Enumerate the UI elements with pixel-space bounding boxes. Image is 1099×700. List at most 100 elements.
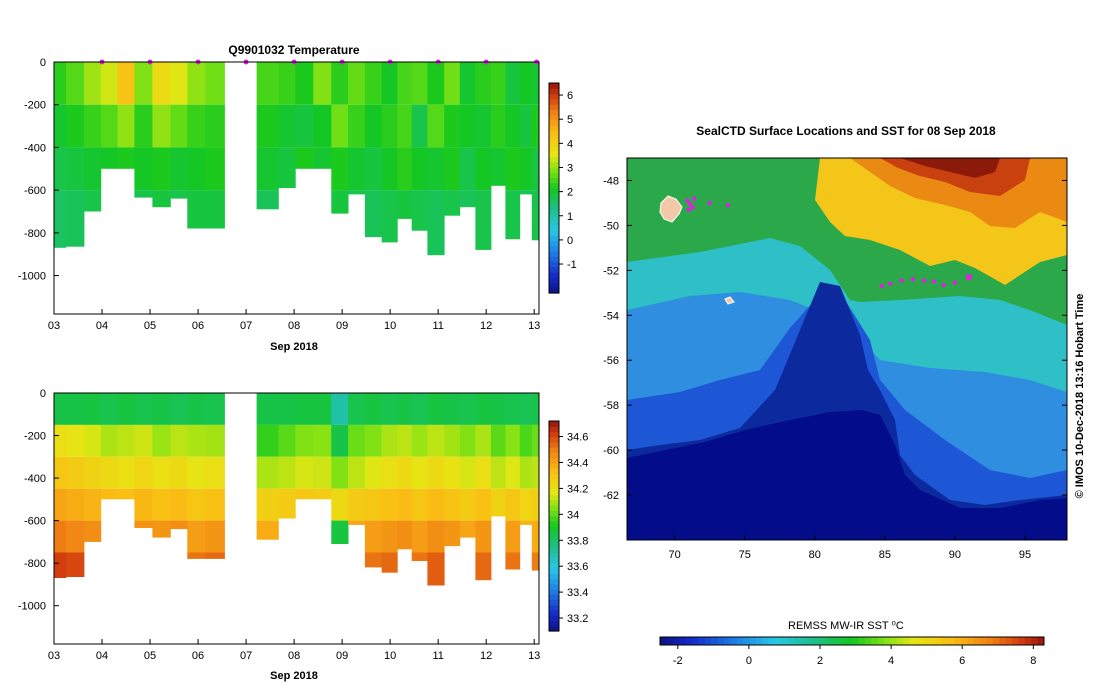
section-cell — [84, 488, 102, 521]
section-cell — [411, 190, 428, 231]
section-cell — [187, 552, 206, 559]
colorbar-swatch — [549, 240, 559, 247]
map-colorbar-tick-label: -2 — [673, 655, 683, 667]
colorbar-swatch — [549, 209, 559, 215]
section-cell — [256, 424, 279, 457]
section-cell — [459, 393, 476, 425]
colorbar-swatch — [549, 266, 559, 273]
map-title: SealCTD Surface Locations and SST for 08… — [696, 124, 996, 138]
colorbar-swatch — [549, 531, 559, 538]
section-cell — [134, 488, 153, 521]
section-cell — [411, 424, 428, 457]
section-cell — [187, 190, 206, 229]
section-cell — [331, 190, 349, 214]
map-frame — [626, 157, 1068, 541]
colorbar-frame — [548, 420, 560, 632]
seal-location-marker — [888, 281, 893, 286]
section-cell — [505, 393, 521, 425]
map-colorbar-swatch — [781, 637, 789, 645]
map-colorbar-swatch — [858, 637, 866, 645]
section-cell — [364, 393, 383, 425]
section-cell — [381, 62, 398, 105]
section-cell — [444, 488, 461, 521]
seal-surface-locations — [685, 196, 973, 289]
seal-location-marker — [899, 278, 904, 283]
sst-map-panel: SealCTD Surface Locations and SST for 08… — [603, 124, 1086, 667]
colorbar-swatch — [549, 182, 559, 189]
section-cell — [313, 393, 332, 425]
section-cell — [519, 104, 533, 148]
map-colorbar-swatch — [1012, 637, 1019, 645]
colorbar-swatch — [549, 589, 559, 595]
section-cell — [397, 104, 413, 148]
section-cell — [475, 190, 492, 250]
section-cell — [66, 190, 85, 247]
section-cell — [152, 393, 171, 425]
map-colorbar-swatch — [775, 637, 783, 645]
map-colorbar-swatch — [698, 637, 706, 645]
section-cell — [348, 147, 366, 191]
section-cell — [364, 488, 383, 521]
section-cell — [397, 520, 413, 550]
colorbar-swatch — [549, 224, 559, 231]
colorbar-swatch — [549, 505, 559, 511]
section-cell — [331, 62, 349, 105]
x-tick-label: 04 — [96, 650, 108, 662]
section-cell — [205, 104, 225, 148]
section-cell — [519, 456, 533, 489]
map-y-tick-label: -48 — [603, 175, 619, 187]
section-cell — [54, 552, 67, 578]
section-cell — [256, 520, 279, 540]
map-colorbar-swatch — [928, 637, 936, 645]
section-cell — [313, 456, 332, 489]
section-cell — [519, 488, 533, 521]
section-cell — [84, 62, 102, 105]
section-cell — [100, 393, 118, 425]
section-cell — [348, 488, 366, 521]
section-cell — [475, 552, 492, 581]
temperature-section-panel: Q9901032 Temperature 03 04 05 06 07 08 09 10 11 1… — [18, 43, 577, 353]
section-cell — [54, 62, 67, 105]
section-cell — [427, 552, 445, 586]
section-cell — [313, 147, 332, 169]
section-cell — [427, 456, 445, 489]
x-tick-label: 04 — [96, 320, 108, 332]
colorbar-tick-label: 34.6 — [567, 432, 588, 444]
section-cell — [278, 62, 296, 105]
map-colorbar-swatch — [916, 637, 923, 645]
section-cell — [459, 456, 476, 489]
section-cell — [117, 488, 135, 500]
section-cell — [134, 520, 153, 528]
colorbar-swatch — [549, 188, 559, 194]
map-y-tick-label: -54 — [603, 310, 619, 322]
section-cell — [348, 104, 366, 148]
map-colorbar-tick-label: 6 — [959, 655, 965, 667]
section-cell — [531, 552, 540, 571]
colorbar-swatch — [549, 146, 559, 152]
x-tick-label: 03 — [48, 320, 60, 332]
section-cell — [117, 393, 135, 425]
colorbar-swatch — [549, 557, 559, 564]
map-colorbar-swatch — [1024, 637, 1032, 645]
x-tick-label: 13 — [528, 650, 540, 662]
colorbar-swatch — [549, 431, 559, 438]
colorbar-tick-label: 6 — [567, 90, 573, 102]
map-colorbar-swatch — [679, 637, 687, 645]
temperature-axes: 03 04 05 06 07 08 09 10 11 12 13 0 -200 -400 -600 -800 -… — [18, 57, 540, 332]
map-colorbar-frame — [659, 636, 1045, 646]
section-cell — [491, 456, 506, 489]
section-cell — [84, 104, 102, 148]
section-cell — [411, 552, 428, 561]
map-colorbar-swatch — [743, 637, 751, 645]
colorbar-swatch — [549, 198, 559, 205]
colorbar-swatch — [549, 287, 559, 294]
colorbar-swatch — [549, 468, 559, 475]
section-cell — [295, 456, 314, 489]
section-cell — [66, 520, 85, 553]
section-cell — [187, 424, 206, 457]
section-cell — [170, 147, 188, 191]
section-cell — [381, 456, 398, 489]
section-cell — [66, 104, 85, 148]
section-cell — [295, 104, 314, 148]
section-cell — [459, 62, 476, 105]
